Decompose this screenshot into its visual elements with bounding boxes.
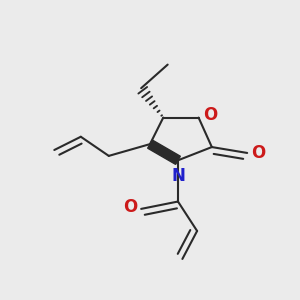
Polygon shape [148, 140, 180, 164]
Text: N: N [171, 167, 185, 185]
Text: O: O [251, 144, 265, 162]
Text: O: O [123, 198, 138, 216]
Text: O: O [203, 106, 217, 124]
